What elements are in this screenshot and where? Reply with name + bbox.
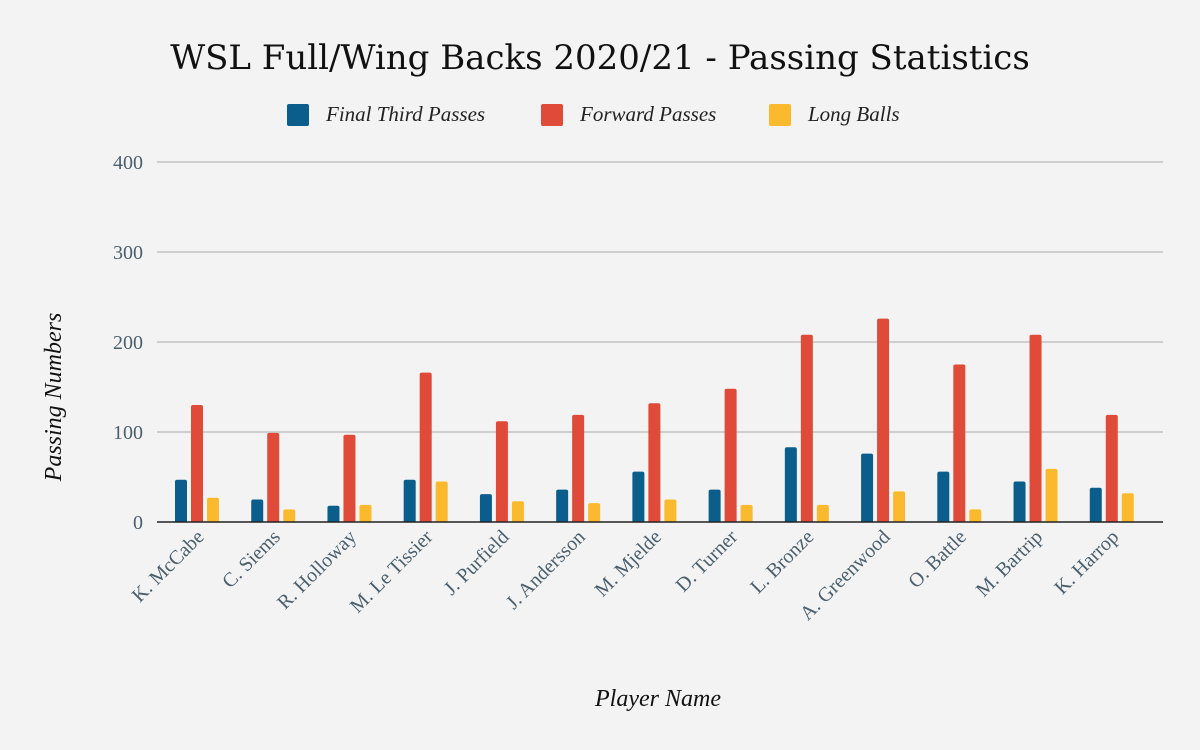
y-axis-label: Passing Numbers [41, 313, 67, 483]
bar-forward-passes-m-bartrip [1029, 334, 1042, 522]
y-tick-label: 100 [113, 422, 143, 444]
bar-forward-passes-r-holloway [343, 434, 356, 522]
y-tick-label: 200 [113, 332, 143, 354]
bar-long-balls-m-le-tissier [435, 481, 448, 522]
bar-final-third-passes-m-bartrip [1013, 481, 1026, 522]
x-tick-label: K. Harrop [1050, 526, 1123, 599]
bar-forward-passes-m-mjelde [648, 403, 661, 522]
bar-forward-passes-d-turner [724, 388, 737, 522]
legend-label-long-balls: Long Balls [807, 102, 900, 126]
bar-long-balls-m-bartrip [1045, 468, 1058, 522]
gridlines [157, 161, 1163, 433]
bar-final-third-passes-r-holloway [327, 505, 340, 522]
y-tick-label: 400 [113, 152, 143, 174]
x-tick-label: C. Siems [218, 526, 285, 593]
y-tick-label: 300 [113, 242, 143, 264]
x-tick-label: J. Purfield [440, 526, 514, 600]
bar-forward-passes-l-bronze [800, 334, 813, 522]
bars [175, 318, 1134, 522]
bar-final-third-passes-j-andersson [556, 489, 569, 522]
legend: Final Third Passes Forward Passes Long Bal… [287, 102, 900, 126]
x-tick-label: D. Turner [672, 526, 743, 597]
x-tick-label: M. Bartrip [972, 526, 1047, 601]
legend-swatch-long-balls [769, 104, 791, 126]
bar-forward-passes-o-battle [953, 364, 966, 522]
bar-final-third-passes-c-siems [251, 499, 264, 522]
bar-long-balls-r-holloway [359, 504, 372, 522]
bar-long-balls-d-turner [740, 504, 753, 522]
x-tick-label: M. Le Tissier [346, 526, 438, 618]
bar-long-balls-l-bronze [816, 504, 829, 522]
bar-final-third-passes-j-purfield [479, 494, 492, 522]
bar-long-balls-j-andersson [588, 503, 601, 522]
bar-forward-passes-k-mccabe [191, 405, 203, 522]
bar-forward-passes-m-le-tissier [419, 372, 432, 522]
bar-final-third-passes-m-mjelde [632, 471, 645, 522]
bar-final-third-passes-a-greenwood [861, 453, 874, 522]
bar-final-third-passes-m-le-tissier [403, 479, 416, 522]
y-tick-label: 0 [133, 512, 143, 534]
bar-long-balls-j-purfield [511, 501, 524, 522]
bar-long-balls-c-siems [283, 509, 296, 522]
bar-long-balls-a-greenwood [893, 491, 906, 522]
x-tick-label: J. Andersson [502, 526, 590, 614]
bar-forward-passes-j-andersson [572, 414, 585, 522]
bar-forward-passes-c-siems [267, 432, 280, 522]
bar-final-third-passes-l-bronze [784, 447, 797, 522]
bar-long-balls-o-battle [969, 509, 982, 522]
bar-long-balls-k-harrop [1121, 493, 1134, 522]
x-axis-label: Player Name [594, 686, 721, 712]
legend-label-final-third-passes: Final Third Passes [325, 102, 485, 126]
chart-title: WSL Full/Wing Backs 2020/21 - Passing St… [170, 38, 1030, 78]
bar-forward-passes-a-greenwood [877, 318, 890, 522]
x-tick-label: O. Battle [904, 526, 971, 593]
bar-forward-passes-k-harrop [1105, 414, 1118, 522]
bar-final-third-passes-d-turner [708, 489, 721, 522]
legend-swatch-forward-passes [541, 104, 563, 126]
x-tick-label: M. Mjelde [591, 526, 666, 601]
bar-final-third-passes-k-harrop [1089, 487, 1102, 522]
x-tick-label: L. Bronze [746, 526, 818, 598]
bar-long-balls-k-mccabe [207, 497, 219, 522]
bar-final-third-passes-o-battle [937, 471, 950, 522]
x-tick-label: K. McCabe [128, 526, 209, 607]
legend-label-forward-passes: Forward Passes [579, 102, 716, 126]
bar-final-third-passes-k-mccabe [175, 479, 187, 522]
bar-long-balls-m-mjelde [664, 499, 677, 522]
legend-swatch-final-third-passes [287, 104, 309, 126]
bar-forward-passes-j-purfield [495, 421, 508, 522]
y-axis-ticks: 0 100 200 300 400 [113, 152, 143, 534]
